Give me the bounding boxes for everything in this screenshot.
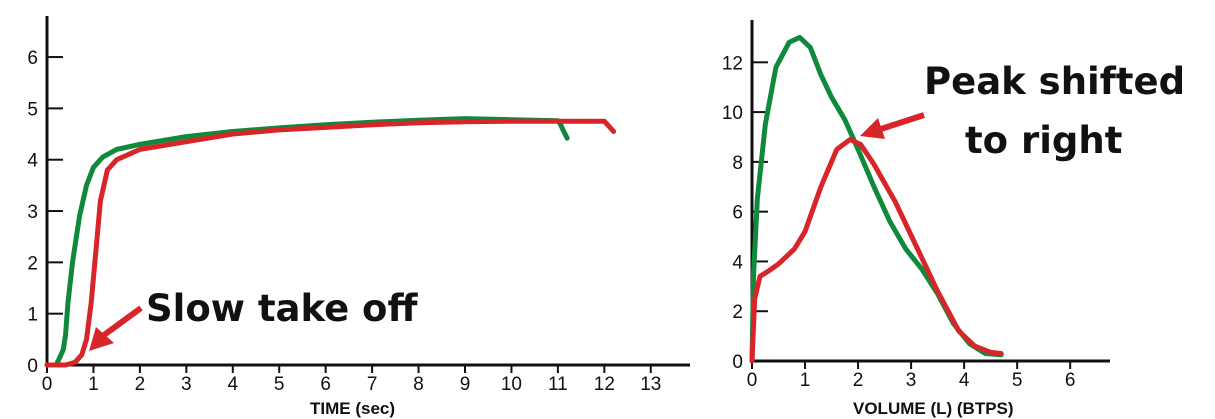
- slow-take-off-arrow: [89, 305, 143, 351]
- chart2-x-axis-label: VOLUME (L) (BTPS): [853, 399, 1014, 418]
- chart1-x-tick-label: 2: [135, 374, 146, 395]
- chart2-y-tick-label: 8: [732, 153, 743, 174]
- chart2-y-tick-label: 0: [732, 352, 743, 373]
- chart1-x-tick-label: 12: [594, 374, 615, 395]
- slow-take-off-annotation: Slow take off: [146, 287, 418, 330]
- chart2-x-tick-label: 0: [747, 370, 758, 391]
- chart1-x-tick-label: 11: [548, 374, 568, 395]
- chart2-x-tick-label: 2: [853, 370, 864, 391]
- chart1-x-axis-label: TIME (sec): [310, 399, 395, 418]
- chart1-y-tick-label: 5: [27, 99, 38, 120]
- chart1-y-tick-label: 2: [27, 253, 38, 274]
- chart1-x-tick-label: 9: [460, 374, 471, 395]
- chart1-y-tick-label: 4: [27, 151, 38, 172]
- chart2-y-tick-label: 10: [722, 103, 743, 124]
- chart2-x-tick-label: 3: [906, 370, 917, 391]
- peak-shifted-annotation-line2: to right: [965, 119, 1122, 162]
- chart1-series-line-2: [44, 118, 617, 368]
- chart1-x-tick-label: 13: [640, 374, 661, 395]
- chart2-y-tick-label: 12: [722, 53, 743, 74]
- chart2-y-tick-label: 4: [732, 252, 743, 273]
- chart2-series-line-2: [749, 137, 1004, 364]
- chart1-x-tick-label: 6: [320, 374, 331, 395]
- chart1-x-tick-label: 0: [42, 374, 53, 395]
- chart1-x-tick-label: 8: [413, 374, 424, 395]
- chart1-x-tick-label: 1: [88, 374, 99, 395]
- chart2-x-tick-label: 1: [800, 370, 811, 391]
- chart1-x-tick-label: 10: [501, 374, 522, 395]
- chart1-y-tick-label: 0: [27, 356, 38, 377]
- chart1-x-tick-label: 5: [274, 374, 285, 395]
- peak-shifted-annotation-line1: Peak shifted: [924, 60, 1185, 103]
- chart1-x-tick-label: 7: [367, 374, 378, 395]
- chart2-x-tick-label: 4: [959, 370, 970, 391]
- chart1-x-tick-label: 3: [181, 374, 192, 395]
- chart2-y-tick-label: 2: [732, 302, 743, 323]
- chart1-y-tick-label: 6: [27, 48, 38, 69]
- chart2-y-tick-label: 6: [732, 203, 743, 224]
- chart1-y-tick-label: 1: [27, 305, 38, 326]
- chart1-x-tick-label: 4: [227, 374, 238, 395]
- chart1-y-tick-label: 3: [27, 202, 38, 223]
- chart2-x-tick-label: 5: [1012, 370, 1023, 391]
- peak-shifted-arrow: [860, 112, 925, 139]
- chart2-x-tick-label: 6: [1065, 370, 1076, 391]
